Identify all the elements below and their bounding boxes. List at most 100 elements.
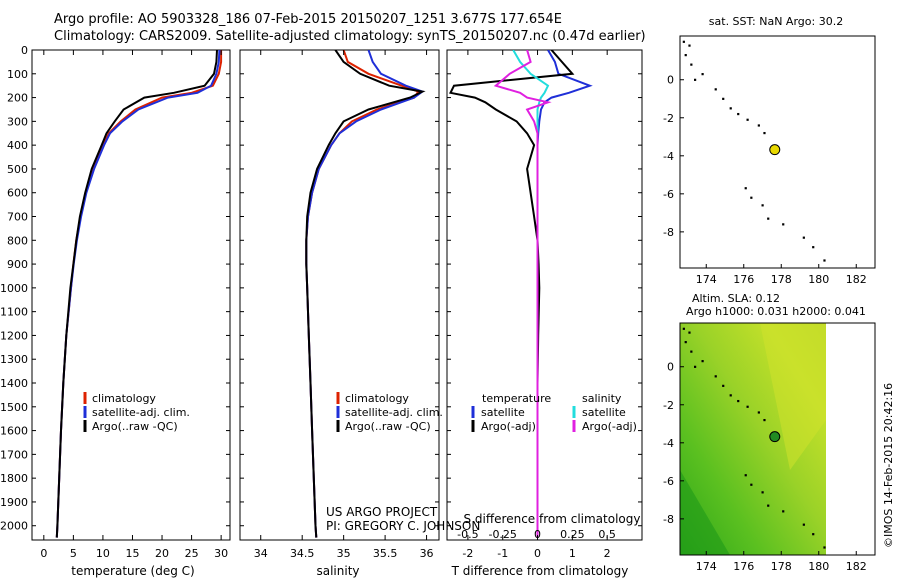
imos-timestamp: ©IMOS 14-Feb-2015 20:42:16 xyxy=(882,382,895,548)
legend-title-salinity: salinity xyxy=(582,392,622,405)
sst-map-float-marker xyxy=(769,144,781,156)
pressure-tick-label: 200 xyxy=(7,92,28,105)
sst-map-track-point xyxy=(690,63,693,66)
difference-salinity-tick-label: 0 xyxy=(534,528,541,541)
sla-map-ytick-label: -6 xyxy=(663,475,674,488)
difference-salinity-tick-label: 0.25 xyxy=(560,528,585,541)
sst-map-ytick-label: -4 xyxy=(663,150,674,163)
pressure-tick-label: 1200 xyxy=(0,329,28,342)
difference-plot-frame xyxy=(446,49,643,541)
sst-map-ytick-label: -8 xyxy=(663,226,674,239)
sla-map-track-point xyxy=(684,341,687,344)
salinity-series-climatology xyxy=(305,50,420,538)
sla-map-xtick-label: 182 xyxy=(846,560,867,573)
sst-map-track-point xyxy=(782,223,785,226)
sla-map-track-point xyxy=(690,350,693,353)
sst-map-track-point xyxy=(812,246,815,249)
legend-label-satellite: satellite-adj. clim. xyxy=(345,406,443,419)
sla-map-track-point xyxy=(694,365,697,368)
sla-map-track-point xyxy=(744,474,747,477)
temperature-xtick-label: 10 xyxy=(96,547,110,560)
difference-series-salinity-argo xyxy=(493,50,552,538)
pressure-tick-label: 1100 xyxy=(0,306,28,319)
credit-project: US ARGO PROJECT xyxy=(326,505,438,519)
legend-label-argo: Argo(..raw -QC) xyxy=(92,420,178,433)
difference-xtick-label: 1 xyxy=(569,547,576,560)
pressure-tick-label: 600 xyxy=(7,187,28,200)
sla-map-track-point xyxy=(722,384,725,387)
sla-map-title-2: Argo h1000: 0.031 h2000: 0.041 xyxy=(686,305,866,318)
legend-label-t-argo: Argo(-adj) xyxy=(481,420,536,433)
sst-map-track-point xyxy=(761,204,764,207)
sst-map-track-point xyxy=(722,97,725,100)
sla-map-track-point xyxy=(802,523,805,526)
difference-xtick-label: -2 xyxy=(462,547,473,560)
sst-map-xtick-label: 182 xyxy=(846,273,867,286)
sst-map-frame xyxy=(679,35,876,269)
plot-title-line-2: Climatology: CARS2009. Satellite-adjuste… xyxy=(54,29,646,44)
legend-label-satellite: satellite-adj. clim. xyxy=(92,406,190,419)
sst-map-ytick-label: -2 xyxy=(663,112,674,125)
map-layers: 174 176 178 180 182 0 -2 -4 -6 -8 174 176 178 180 182 0… xyxy=(663,40,867,573)
temperature-xtick-label: 0 xyxy=(40,547,47,560)
sst-map-track-point xyxy=(701,73,704,76)
sla-map-track-point xyxy=(782,510,785,513)
pressure-tick-label: 800 xyxy=(7,234,28,247)
difference-profiles xyxy=(449,50,593,538)
sla-map-track-point xyxy=(750,483,753,486)
salinity-plot-frame xyxy=(239,49,440,541)
difference-xtick-label: -1 xyxy=(497,547,508,560)
sst-map-xtick-label: 174 xyxy=(696,273,717,286)
pressure-tick-label: 1600 xyxy=(0,425,28,438)
salinity-xtick-label: 36 xyxy=(420,547,434,560)
sla-map-frame xyxy=(679,322,876,556)
difference-salinity-tick-label: 0.5 xyxy=(598,528,616,541)
sla-map-float-marker xyxy=(769,431,781,443)
sla-map-xtick-label: 176 xyxy=(733,560,754,573)
sst-map-track-point xyxy=(688,44,691,47)
sst-map-track-point xyxy=(744,187,747,190)
difference-xtick-label: 2 xyxy=(604,547,611,560)
salinity-series-argo xyxy=(305,50,426,538)
sst-map-track-point xyxy=(757,124,760,127)
sst-map-title: sat. SST: NaN Argo: 30.2 xyxy=(709,15,843,28)
sla-map-track-point xyxy=(763,418,766,422)
sst-map-track-point xyxy=(802,236,805,239)
sst-map-ytick-label: 0 xyxy=(667,74,674,87)
salinity-xtick-label: 34 xyxy=(254,547,268,560)
pressure-tick-label: 1800 xyxy=(0,472,28,485)
sla-map-track-point xyxy=(812,533,815,536)
salinity-profiles xyxy=(305,50,426,538)
plot-title-line-1: Argo profile: AO 5903328_186 07-Feb-2015… xyxy=(54,12,562,27)
sla-map-cool-corner xyxy=(680,470,730,555)
sla-map-ytick-label: -8 xyxy=(663,513,674,526)
pressure-tick-label: 1900 xyxy=(0,496,28,509)
sla-map-track-point xyxy=(757,411,760,414)
legend-label-t-satellite: satellite xyxy=(481,406,525,419)
salinity-legend: climatology satellite-adj. clim. Argo(..… xyxy=(336,392,443,433)
pressure-tick-label: 0 xyxy=(21,44,28,57)
sla-map-track-point xyxy=(729,394,732,397)
pressure-tick-label: 1700 xyxy=(0,448,28,461)
legend-label-s-satellite: satellite xyxy=(582,406,626,419)
sla-map-ytick-label: 0 xyxy=(667,361,674,374)
sst-map-xtick-label: 176 xyxy=(733,273,754,286)
sla-map-track-point xyxy=(761,491,764,494)
sst-map-track-point xyxy=(714,88,717,91)
sst-map-track-point xyxy=(750,196,753,199)
pressure-tick-label: 1300 xyxy=(0,353,28,366)
temperature-xtick-label: 20 xyxy=(155,547,169,560)
pressure-tick-label: 400 xyxy=(7,139,28,152)
sla-map-ytick-label: -4 xyxy=(663,437,674,450)
pressure-tick-label: 2000 xyxy=(0,520,28,533)
difference-xlabel: T difference from climatology xyxy=(451,564,629,578)
pressure-tick-label: 300 xyxy=(7,115,28,128)
temperature-plot-frame xyxy=(31,49,231,541)
credit-pi: PI: GREGORY C. JOHNSON xyxy=(326,519,480,533)
sst-map-track-point xyxy=(694,78,697,81)
difference-xlabel-top: S difference from climatology xyxy=(464,512,641,526)
salinity-xtick-label: 35.5 xyxy=(373,547,398,560)
temperature-series-climatology xyxy=(55,50,223,538)
pressure-tick-label: 1000 xyxy=(0,282,28,295)
temperature-profiles xyxy=(55,50,223,538)
